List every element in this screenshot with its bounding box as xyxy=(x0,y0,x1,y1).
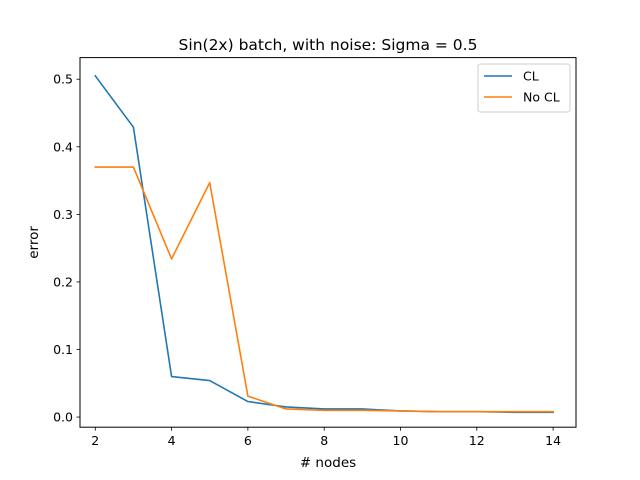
series-line-cl xyxy=(94,74,554,414)
x-tick-label: 10 xyxy=(393,433,409,448)
chart-title: Sin(2x) batch, with noise: Sigma = 0.5 xyxy=(179,36,478,54)
y-tick-label: 0.5 xyxy=(53,72,73,87)
x-tick-label: 6 xyxy=(244,433,252,448)
series-line-no-cl xyxy=(94,166,554,413)
y-axis: 0.0 0.1 0.2 0.3 0.4 0.5 xyxy=(53,72,80,425)
legend-label: CL xyxy=(523,69,539,84)
y-tick-label: 0.3 xyxy=(53,207,73,222)
plot-frame xyxy=(79,57,577,428)
y-tick-label: 0.4 xyxy=(53,139,73,154)
x-tick-label: 8 xyxy=(320,433,328,448)
legend: CL No CL xyxy=(477,63,571,113)
y-tick-label: 0.2 xyxy=(53,274,73,289)
series-layer xyxy=(94,74,554,414)
y-tick-label: 0.0 xyxy=(53,410,73,425)
x-tick-label: 4 xyxy=(168,433,176,448)
y-tick-label: 0.1 xyxy=(53,342,73,357)
y-axis-label: error xyxy=(26,226,42,259)
legend-label: No CL xyxy=(523,90,560,105)
x-tick-label: 2 xyxy=(91,433,99,448)
x-axis: 2 4 6 8 10 12 14 xyxy=(91,427,561,448)
x-tick-label: 12 xyxy=(469,433,485,448)
x-tick-label: 14 xyxy=(545,433,561,448)
x-axis-label: # nodes xyxy=(300,455,356,471)
